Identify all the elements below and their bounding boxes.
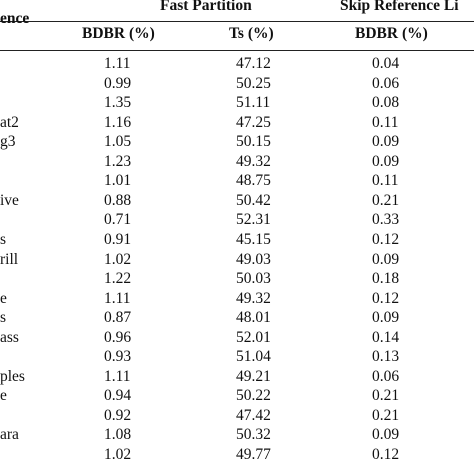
ts-cell: 49.32: [236, 152, 271, 170]
bdbr-fast-cell: 0.88: [104, 191, 132, 209]
bdbr-fast-cell: 1.05: [104, 133, 132, 151]
sequence-cell: s: [0, 230, 7, 248]
sequence-cell: e: [0, 387, 7, 405]
ts-cell: 50.03: [236, 270, 271, 288]
sequence-cell: ive: [0, 191, 19, 209]
bdbr-skip-cell: 0.21: [372, 191, 400, 209]
bdbr-fast-cell: 1.11: [104, 289, 131, 307]
ts-cell: 50.32: [236, 426, 271, 444]
header-ts: Ts (%): [229, 25, 274, 42]
bdbr-skip-cell: 0.12: [372, 446, 400, 463]
bdbr-fast-cell: 1.35: [104, 94, 132, 112]
bdbr-fast-cell: 1.11: [104, 367, 131, 385]
bdbr-fast-cell: 1.01: [104, 172, 132, 190]
bdbr-skip-cell: 0.14: [372, 328, 400, 346]
bdbr-fast-cell: 0.92: [104, 406, 132, 424]
bdbr-skip-cell: 0.12: [372, 289, 400, 307]
bdbr-skip-cell: 0.09: [372, 309, 400, 327]
bdbr-skip-cell: 0.13: [372, 348, 400, 366]
bdbr-fast-cell: 1.11: [104, 55, 131, 72]
header-sequence: ence: [0, 10, 30, 27]
bdbr-fast-cell: 0.94: [104, 387, 132, 405]
ts-cell: 47.42: [236, 406, 271, 424]
bdbr-skip-cell: 0.06: [372, 74, 400, 92]
ts-cell: 50.22: [236, 387, 271, 405]
bdbr-skip-cell: 0.08: [372, 94, 400, 112]
bdbr-skip-cell: 0.09: [372, 133, 400, 151]
bdbr-fast-cell: 1.02: [104, 446, 132, 463]
ts-cell: 52.01: [236, 328, 271, 346]
ts-cell: 47.12: [236, 55, 271, 72]
bdbr-skip-cell: 0.12: [372, 230, 400, 248]
ts-cell: 49.32: [236, 289, 271, 307]
sequence-cell: ples: [0, 367, 25, 385]
bdbr-fast-cell: 0.91: [104, 230, 132, 248]
ts-cell: 51.04: [236, 348, 271, 366]
ts-cell: 48.01: [236, 309, 271, 327]
sequence-cell: e: [0, 289, 7, 307]
bdbr-fast-cell: 0.93: [104, 348, 132, 366]
ts-cell: 50.15: [236, 133, 271, 151]
bdbr-skip-cell: 0.21: [372, 406, 400, 424]
bdbr-skip-cell: 0.11: [372, 172, 399, 190]
ts-cell: 45.15: [236, 230, 271, 248]
bdbr-fast-cell: 0.87: [104, 309, 132, 327]
ts-cell: 47.25: [236, 113, 271, 131]
bdbr-fast-cell: 1.22: [104, 270, 132, 288]
header-bottom-rule: [0, 50, 474, 51]
bdbr-fast-cell: 1.16: [104, 113, 132, 131]
ts-cell: 51.11: [236, 94, 271, 112]
ts-cell: 49.03: [236, 250, 271, 268]
bdbr-fast-cell: 0.96: [104, 328, 132, 346]
ts-cell: 50.25: [236, 74, 271, 92]
ts-cell: 52.31: [236, 211, 271, 229]
bdbr-skip-cell: 0.21: [372, 387, 400, 405]
ts-cell: 49.77: [236, 446, 271, 463]
header-group-skip-reference: Skip Reference Li: [340, 0, 459, 14]
bdbr-fast-cell: 1.23: [104, 152, 132, 170]
bdbr-skip-cell: 0.09: [372, 426, 400, 444]
sequence-cell: rill: [0, 250, 19, 268]
ts-cell: 50.42: [236, 191, 271, 209]
bdbr-skip-cell: 0.18: [372, 270, 400, 288]
bdbr-skip-cell: 0.09: [372, 152, 400, 170]
bdbr-fast-cell: 0.71: [104, 211, 132, 229]
bdbr-skip-cell: 0.33: [372, 211, 400, 229]
bdbr-skip-cell: 0.11: [372, 113, 399, 131]
ts-cell: 48.75: [236, 172, 271, 190]
header-group-fast-partition: Fast Partition: [160, 0, 252, 14]
sequence-cell: ara: [0, 426, 19, 444]
bdbr-fast-cell: 0.99: [104, 74, 132, 92]
sequence-cell: s: [0, 309, 7, 327]
header-bdbr-skip: BDBR (%): [355, 25, 428, 42]
sequence-cell: g3: [0, 133, 16, 151]
bdbr-skip-cell: 0.09: [372, 250, 400, 268]
header-bdbr-fast: BDBR (%): [82, 25, 155, 42]
sequence-cell: at2: [0, 113, 19, 131]
bdbr-skip-cell: 0.06: [372, 367, 400, 385]
bdbr-fast-cell: 1.08: [104, 426, 132, 444]
bdbr-fast-cell: 1.02: [104, 250, 132, 268]
sequence-cell: ass: [0, 328, 19, 346]
group-underline-fast: [60, 21, 310, 22]
ts-cell: 49.21: [236, 367, 271, 385]
bdbr-skip-cell: 0.04: [372, 55, 400, 72]
